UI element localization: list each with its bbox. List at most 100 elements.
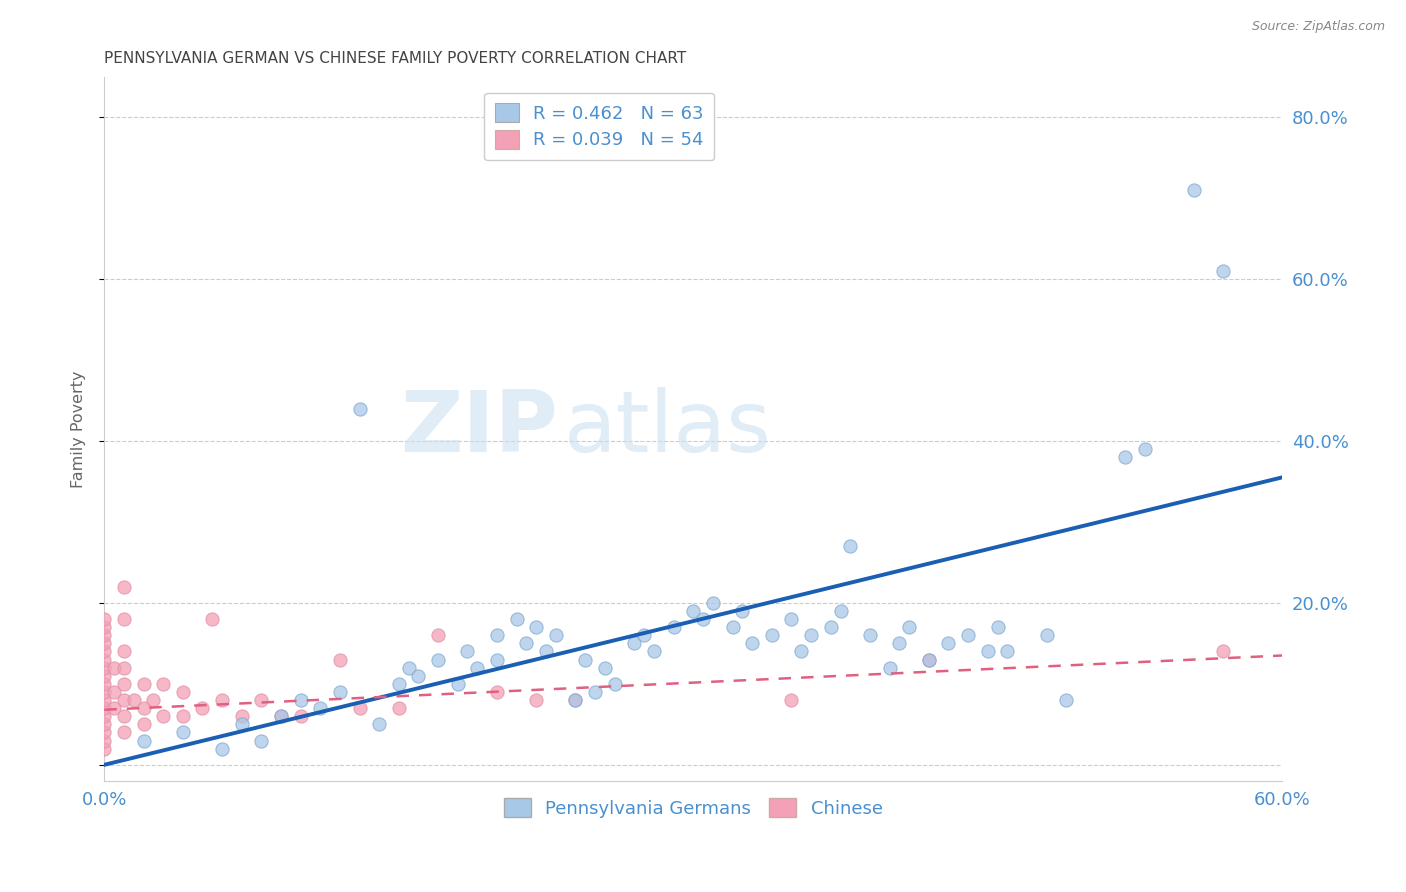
Point bbox=[142, 693, 165, 707]
Point bbox=[132, 717, 155, 731]
Point bbox=[780, 612, 803, 626]
Point bbox=[564, 693, 586, 707]
Point bbox=[290, 709, 312, 723]
Point bbox=[349, 401, 371, 416]
Point bbox=[93, 709, 115, 723]
Point bbox=[1212, 264, 1234, 278]
Point bbox=[633, 628, 655, 642]
Point bbox=[112, 709, 135, 723]
Point bbox=[368, 717, 391, 731]
Point bbox=[603, 677, 626, 691]
Point bbox=[152, 677, 174, 691]
Point bbox=[918, 652, 941, 666]
Point bbox=[593, 660, 616, 674]
Point bbox=[898, 620, 921, 634]
Point bbox=[790, 644, 813, 658]
Point bbox=[172, 725, 194, 739]
Point bbox=[515, 636, 537, 650]
Point bbox=[427, 628, 450, 642]
Point bbox=[800, 628, 823, 642]
Point bbox=[93, 669, 115, 683]
Point bbox=[250, 733, 273, 747]
Point bbox=[211, 693, 233, 707]
Point bbox=[152, 709, 174, 723]
Point bbox=[93, 741, 115, 756]
Point bbox=[290, 693, 312, 707]
Point bbox=[93, 652, 115, 666]
Point bbox=[270, 709, 292, 723]
Point bbox=[839, 539, 862, 553]
Point bbox=[93, 725, 115, 739]
Point bbox=[524, 620, 547, 634]
Point bbox=[427, 652, 450, 666]
Text: atlas: atlas bbox=[564, 387, 772, 470]
Point bbox=[879, 660, 901, 674]
Point bbox=[132, 701, 155, 715]
Point bbox=[93, 685, 115, 699]
Point bbox=[623, 636, 645, 650]
Point bbox=[122, 693, 145, 707]
Point bbox=[93, 644, 115, 658]
Point bbox=[349, 701, 371, 715]
Point bbox=[93, 620, 115, 634]
Point bbox=[172, 685, 194, 699]
Point bbox=[938, 636, 960, 650]
Point bbox=[889, 636, 911, 650]
Point bbox=[93, 733, 115, 747]
Point bbox=[564, 693, 586, 707]
Point bbox=[524, 693, 547, 707]
Point bbox=[201, 612, 224, 626]
Point bbox=[211, 741, 233, 756]
Point bbox=[93, 612, 115, 626]
Point bbox=[987, 620, 1010, 634]
Point bbox=[231, 717, 253, 731]
Point bbox=[103, 685, 125, 699]
Point bbox=[995, 644, 1018, 658]
Point bbox=[1182, 183, 1205, 197]
Point bbox=[534, 644, 557, 658]
Point bbox=[583, 685, 606, 699]
Point bbox=[93, 717, 115, 731]
Point bbox=[1114, 450, 1136, 464]
Point bbox=[93, 636, 115, 650]
Point bbox=[398, 660, 420, 674]
Point bbox=[682, 604, 704, 618]
Text: Source: ZipAtlas.com: Source: ZipAtlas.com bbox=[1251, 20, 1385, 33]
Point bbox=[957, 628, 980, 642]
Point bbox=[780, 693, 803, 707]
Point bbox=[93, 701, 115, 715]
Point bbox=[112, 660, 135, 674]
Point bbox=[485, 652, 508, 666]
Point bbox=[231, 709, 253, 723]
Point bbox=[93, 628, 115, 642]
Y-axis label: Family Poverty: Family Poverty bbox=[72, 370, 86, 488]
Point bbox=[977, 644, 1000, 658]
Point bbox=[103, 701, 125, 715]
Point bbox=[721, 620, 744, 634]
Point bbox=[250, 693, 273, 707]
Point bbox=[918, 652, 941, 666]
Point bbox=[859, 628, 882, 642]
Point bbox=[112, 677, 135, 691]
Point bbox=[456, 644, 478, 658]
Point bbox=[574, 652, 596, 666]
Legend: Pennsylvania Germans, Chinese: Pennsylvania Germans, Chinese bbox=[496, 791, 890, 825]
Point bbox=[112, 725, 135, 739]
Point bbox=[1212, 644, 1234, 658]
Point bbox=[112, 693, 135, 707]
Point bbox=[191, 701, 214, 715]
Point bbox=[544, 628, 567, 642]
Point bbox=[820, 620, 842, 634]
Point bbox=[112, 580, 135, 594]
Point bbox=[485, 685, 508, 699]
Point bbox=[761, 628, 783, 642]
Point bbox=[662, 620, 685, 634]
Point bbox=[1133, 442, 1156, 456]
Point bbox=[702, 596, 724, 610]
Point bbox=[112, 612, 135, 626]
Point bbox=[309, 701, 332, 715]
Point bbox=[172, 709, 194, 723]
Point bbox=[93, 693, 115, 707]
Point bbox=[692, 612, 714, 626]
Point bbox=[408, 669, 430, 683]
